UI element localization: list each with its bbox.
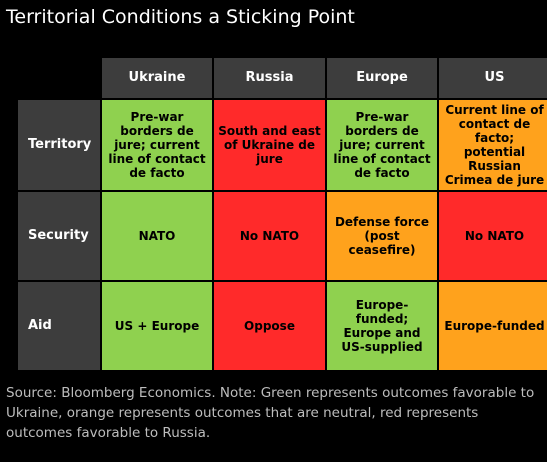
cell-aid-ukraine: US + Europe [102, 282, 212, 370]
row-header-territory: Territory [18, 100, 100, 190]
cell-security-ukraine: NATO [102, 192, 212, 280]
cell-territory-ukraine: Pre-war borders de jure; current line of… [102, 100, 212, 190]
cell-aid-russia: Oppose [214, 282, 325, 370]
cell-territory-russia: South and east of Ukraine de jure [214, 100, 325, 190]
cell-security-us: No NATO [439, 192, 547, 280]
source-note: Source: Bloomberg Economics. Note: Green… [6, 385, 535, 441]
conditions-table: Ukraine Russia Europe US Territory Pre-w… [18, 58, 547, 370]
column-header-russia: Russia [214, 58, 325, 98]
chart-title: Territorial Conditions a Sticking Point [6, 6, 355, 28]
cell-aid-us: Europe-funded [439, 282, 547, 370]
cell-security-russia: No NATO [214, 192, 325, 280]
column-header-us: US [439, 58, 547, 98]
cell-security-europe: Defense force (post ceasefire) [327, 192, 437, 280]
row-header-security: Security [18, 192, 100, 280]
cell-territory-us: Current line of contact de facto; potent… [439, 100, 547, 190]
cell-territory-europe: Pre-war borders de jure; current line of… [327, 100, 437, 190]
column-header-europe: Europe [327, 58, 437, 98]
cell-aid-europe: Europe-funded; Europe and US-supplied [327, 282, 437, 370]
column-header-ukraine: Ukraine [102, 58, 212, 98]
row-header-aid: Aid [18, 282, 100, 370]
table-corner [18, 58, 100, 98]
